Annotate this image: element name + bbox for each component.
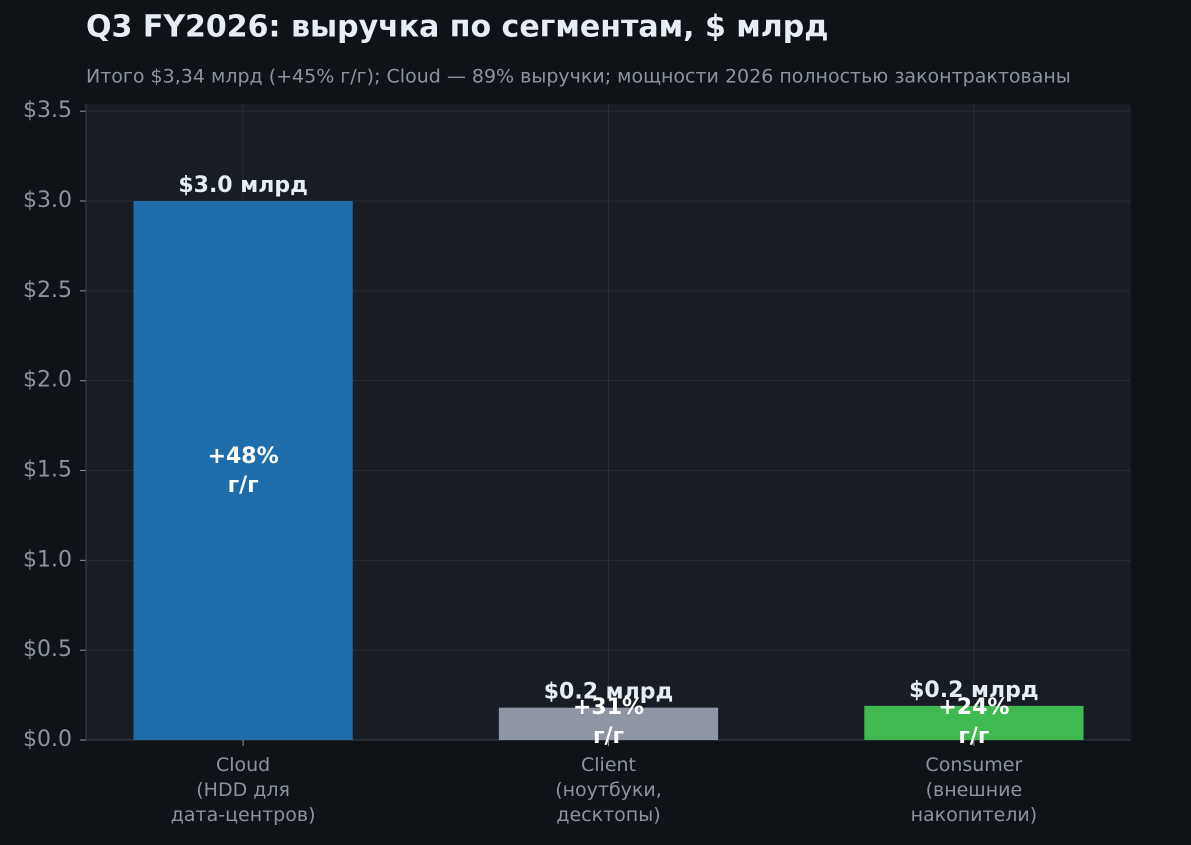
y-tick-label: $0.0 [23, 727, 72, 752]
growth-label: +31% г/г [572, 695, 645, 749]
y-tick-label: $3.0 [23, 188, 72, 213]
x-tick-label: Client (ноутбуки, десктопы) [555, 754, 662, 826]
y-tick-label: $1.0 [23, 547, 72, 572]
y-tick-label: $0.5 [23, 637, 72, 662]
growth-label: +48% г/г [207, 443, 279, 498]
value-label: $0.2 млрд [544, 680, 674, 705]
value-label: $0.2 млрд [909, 678, 1039, 703]
chart-subtitle: Итого $3,34 млрд (+45% г/г); Cloud — 89%… [86, 66, 1071, 88]
chart-title: Q3 FY2026: выручка по сегментам, $ млрд [86, 10, 828, 45]
y-tick-label: $1.5 [23, 458, 72, 483]
bar [133, 201, 353, 740]
growth-label: +24% г/г [938, 695, 1010, 749]
y-tick-label: $3.5 [23, 98, 72, 123]
value-label: $3.0 млрд [178, 173, 308, 198]
y-tick-label: $2.5 [23, 278, 72, 303]
bar [864, 705, 1084, 740]
bar [498, 707, 719, 740]
y-tick-label: $2.0 [23, 368, 72, 393]
x-tick-label: Consumer (внешние накопители) [910, 754, 1038, 826]
x-tick-label: Cloud (HDD для дата-центров) [170, 754, 316, 826]
